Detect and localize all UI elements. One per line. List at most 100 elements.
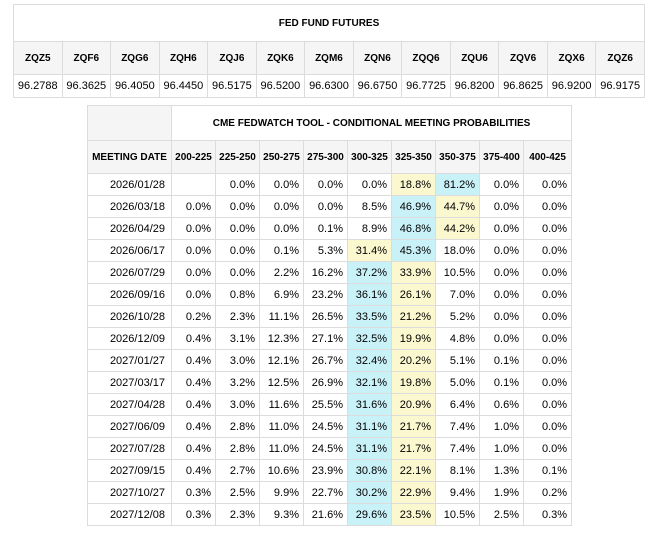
probability-cell: 0.0% (522, 195, 573, 218)
futures-value-row: 96.2788 96.3625 96.4050 96.4450 96.5175 96.52… (13, 74, 645, 98)
probability-cell: 0.0% (303, 195, 348, 218)
probability-cell: 0.2% (171, 305, 216, 328)
probability-cell: 3.0% (215, 393, 260, 416)
probability-cell: 2.2% (259, 261, 304, 284)
probability-cell: 22.7% (303, 481, 348, 504)
probability-cell: 16.2% (303, 261, 348, 284)
probability-cell: 0.0% (171, 239, 216, 262)
futures-contract-header: ZQQ6 (401, 41, 451, 75)
futures-contract-header: ZQM6 (304, 41, 354, 75)
meeting-date: 2026/01/28 (87, 173, 172, 196)
probability-cell: 0.0% (522, 415, 573, 438)
probability-cell: 0.4% (171, 437, 216, 460)
probability-cell: 10.6% (259, 459, 304, 482)
meeting-date: 2027/01/27 (87, 349, 172, 372)
rate-range-header: 200-225 (171, 140, 216, 174)
futures-contract-header: ZQJ6 (207, 41, 257, 75)
probability-cell: 0.4% (171, 415, 216, 438)
probability-cell: 5.3% (303, 239, 348, 262)
meeting-date: 2026/07/29 (87, 261, 172, 284)
probability-cell: 2.8% (215, 415, 260, 438)
probability-cell: 0.4% (171, 459, 216, 482)
meeting-date: 2027/04/28 (87, 393, 172, 416)
probability-cell: 10.5% (435, 261, 480, 284)
probability-cell: 46.8% (391, 217, 436, 240)
futures-contract-price: 96.8200 (449, 74, 500, 98)
probability-cell: 9.3% (259, 503, 304, 526)
meeting-row: 2026/01/28 0.0% 0.0% 0.0% 0.0% 18.8% 81.2% 0.0%… (87, 173, 573, 196)
probability-cell: 0.0% (522, 349, 573, 372)
probability-cell: 1.0% (479, 415, 524, 438)
probability-cell: 12.5% (259, 371, 304, 394)
probability-cell: 3.2% (215, 371, 260, 394)
probability-cell: 0.0% (479, 261, 524, 284)
futures-contract-header: ZQK6 (255, 41, 306, 75)
fedwatch-title: CME FEDWATCH TOOL - CONDITIONAL MEETING … (170, 105, 573, 141)
probability-cell (171, 173, 216, 196)
futures-contract-header: ZQZ6 (595, 41, 645, 75)
probability-cell: 11.1% (259, 305, 304, 328)
probability-cell: 0.0% (215, 173, 260, 196)
probability-cell: 32.5% (347, 327, 392, 350)
meeting-date: 2027/12/08 (87, 503, 172, 526)
probability-cell: 0.1% (479, 349, 524, 372)
probability-cell: 0.0% (479, 327, 524, 350)
meeting-row: 2026/07/29 0.0% 0.0% 2.2% 16.2% 37.2% 33.9% 10.… (87, 261, 573, 284)
probability-cell: 32.4% (347, 349, 392, 372)
probability-cell: 0.0% (215, 261, 260, 284)
probability-cell: 8.1% (435, 459, 480, 482)
probability-cell: 30.8% (347, 459, 392, 482)
probability-cell: 0.0% (522, 261, 573, 284)
probability-cell: 31.1% (347, 415, 392, 438)
probability-cell: 6.9% (259, 283, 304, 306)
probability-cell: 20.2% (391, 349, 436, 372)
futures-contract-header: ZQN6 (352, 41, 403, 75)
probability-cell: 0.0% (171, 261, 216, 284)
probability-cell: 5.2% (435, 305, 480, 328)
probability-cell: 23.2% (303, 283, 348, 306)
probability-cell: 0.1% (479, 371, 524, 394)
probability-cell: 0.2% (522, 481, 573, 504)
probability-cell: 0.0% (522, 283, 573, 306)
futures-contract-price: 96.5175 (207, 74, 257, 98)
probability-cell: 6.4% (435, 393, 480, 416)
probability-cell: 24.5% (303, 437, 348, 460)
futures-title: FED FUND FUTURES (13, 4, 645, 42)
probability-cell: 0.0% (522, 393, 573, 416)
probability-cell: 0.0% (259, 195, 304, 218)
rate-range-header: 400-425 (522, 140, 573, 174)
probability-cell: 0.0% (479, 217, 524, 240)
meeting-row: 2027/10/27 0.3% 2.5% 9.9% 22.7% 30.2% 22.9% 9.4… (87, 481, 573, 504)
futures-contract-header: ZQV6 (498, 41, 548, 75)
probability-cell: 23.9% (303, 459, 348, 482)
corner-cell (87, 105, 172, 141)
probability-cell: 0.0% (479, 195, 524, 218)
probability-cell: 0.0% (347, 173, 392, 196)
probability-cell: 4.8% (435, 327, 480, 350)
futures-contract-price: 96.5200 (255, 74, 306, 98)
meeting-row: 2027/09/15 0.4% 2.7% 10.6% 23.9% 30.8% 22.1% 8.… (87, 459, 573, 482)
probability-cell: 9.4% (435, 481, 480, 504)
meeting-row: 2026/03/18 0.0% 0.0% 0.0% 0.0% 8.5% 46.9% 44.7%… (87, 195, 573, 218)
probability-cell: 2.8% (215, 437, 260, 460)
probability-cell: 19.9% (391, 327, 436, 350)
probability-cell: 31.4% (347, 239, 392, 262)
probability-cell: 2.5% (479, 503, 524, 526)
meeting-row: 2026/12/09 0.4% 3.1% 12.3% 27.1% 32.5% 19.9% 4.… (87, 327, 573, 350)
meeting-row: 2027/12/08 0.3% 2.3% 9.3% 21.6% 29.6% 23.5% 10.… (87, 503, 573, 526)
probability-cell: 0.4% (171, 371, 216, 394)
rate-range-header: 250-275 (259, 140, 304, 174)
probability-cell: 26.9% (303, 371, 348, 394)
meeting-date: 2027/10/27 (87, 481, 172, 504)
probability-cell: 27.1% (303, 327, 348, 350)
probability-cell: 45.3% (391, 239, 436, 262)
probability-cell: 31.1% (347, 437, 392, 460)
probability-cell: 20.9% (391, 393, 436, 416)
probability-cell: 0.4% (171, 393, 216, 416)
probability-cell: 0.0% (215, 195, 260, 218)
meeting-row: 2027/01/27 0.4% 3.0% 12.1% 26.7% 32.4% 20.2% 5.… (87, 349, 573, 372)
futures-header-row: ZQZ5 ZQF6 ZQG6 ZQH6 ZQJ6 ZQK6 ZQM6 ZQN6 ZQQ6 ZQU6… (13, 41, 645, 75)
probability-cell: 19.8% (391, 371, 436, 394)
rate-range-header: 325-350 (391, 140, 436, 174)
